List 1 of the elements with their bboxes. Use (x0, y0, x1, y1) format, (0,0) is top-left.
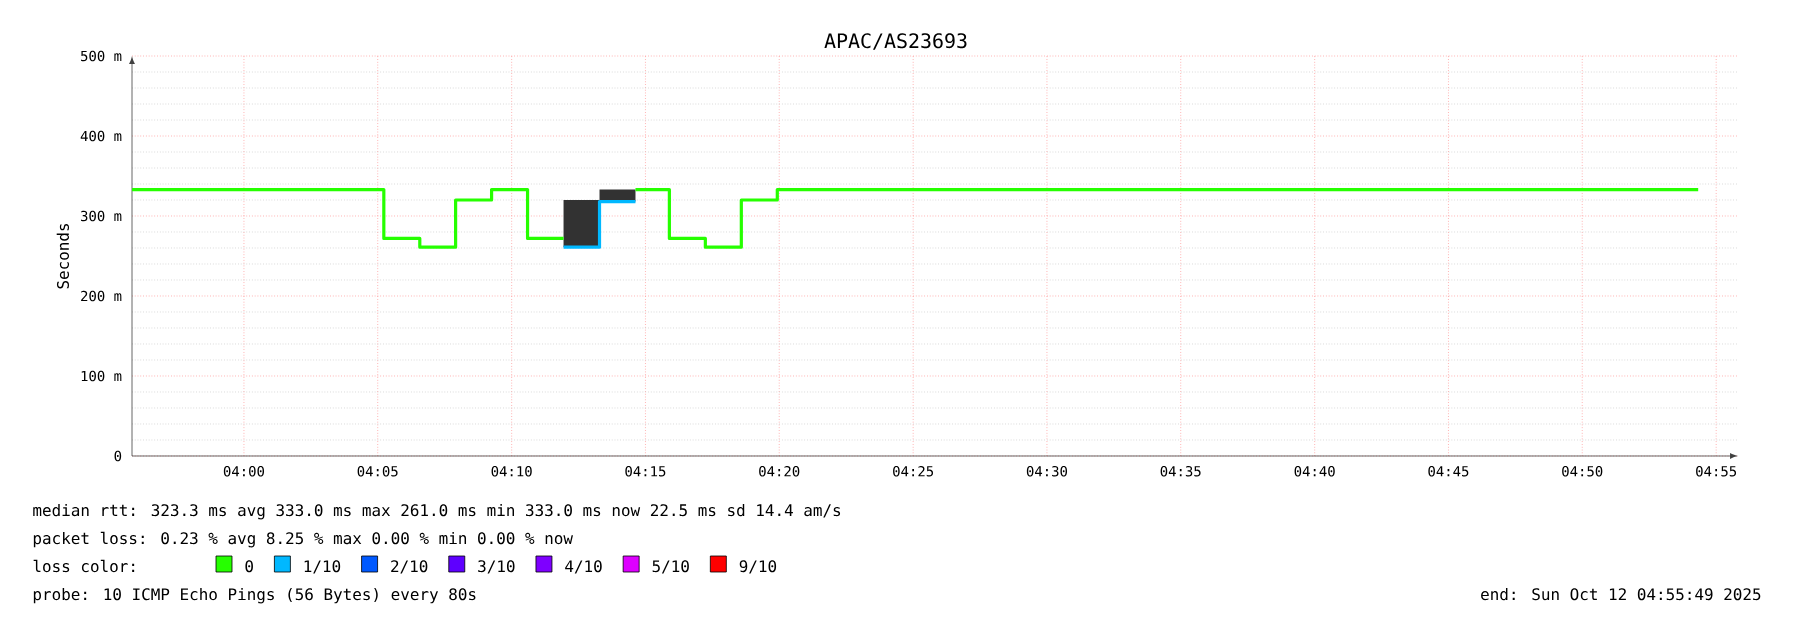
chart-title: APAC/AS23693 (824, 33, 967, 50)
